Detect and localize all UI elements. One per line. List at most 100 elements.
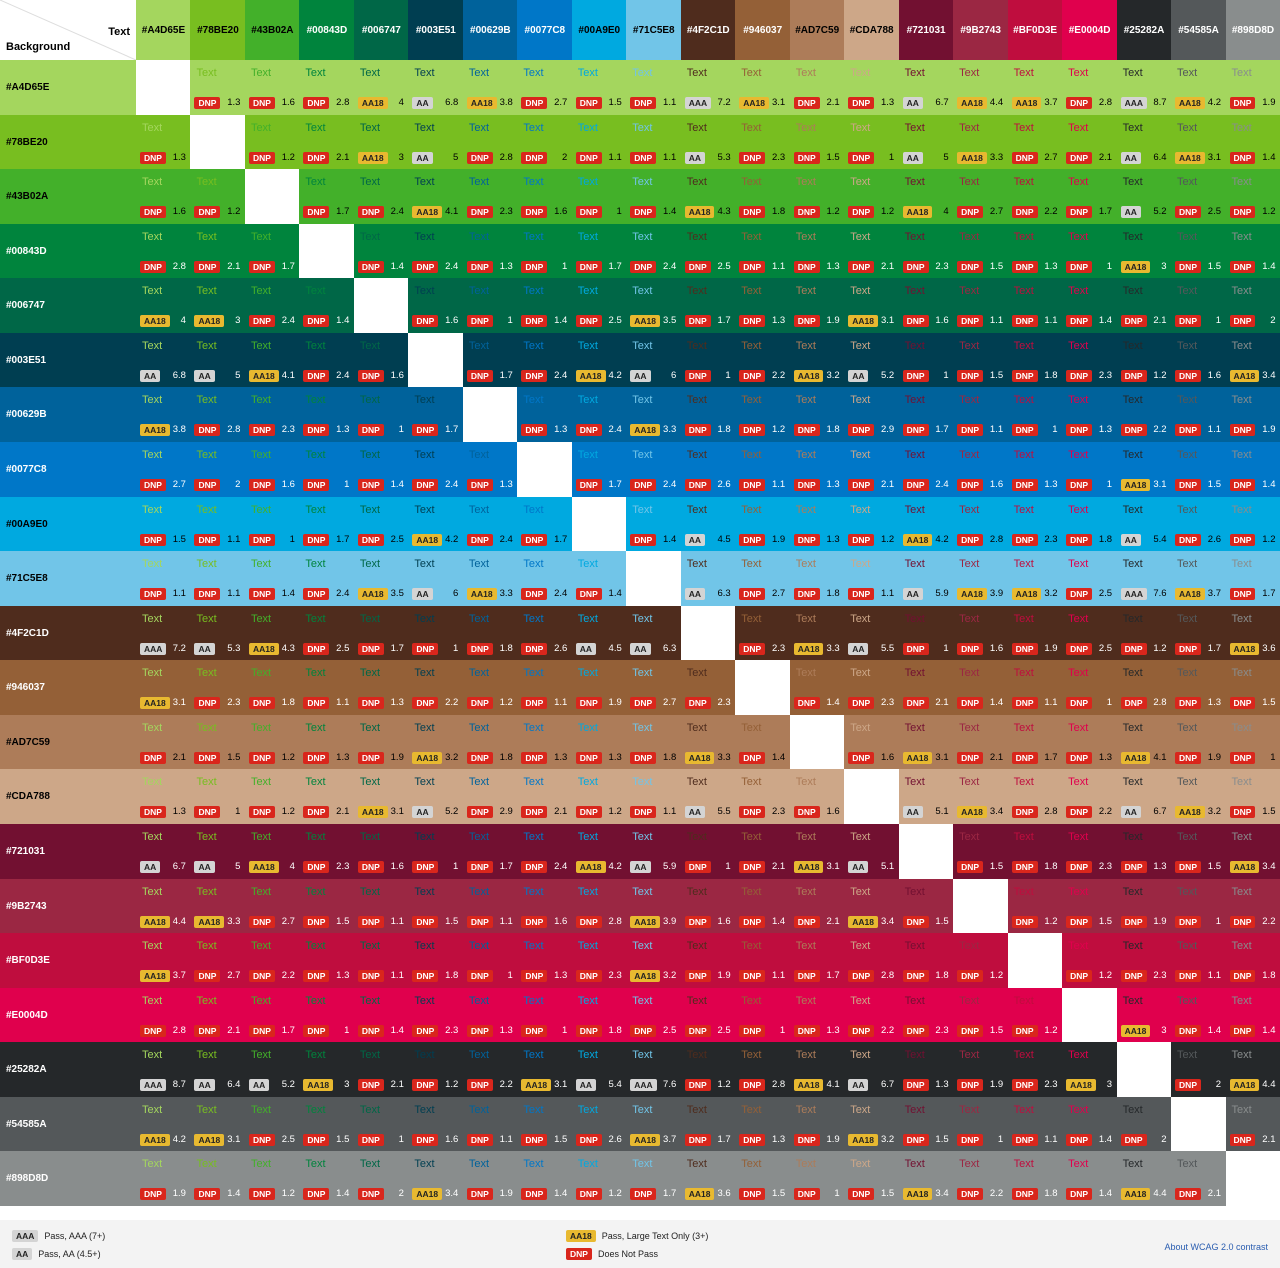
sample-text: Text xyxy=(250,285,272,298)
contrast-ratio: 1.8 xyxy=(1044,1188,1058,1200)
contrast-ratio: 2 xyxy=(398,1188,404,1200)
column-header: #006747 xyxy=(353,0,409,60)
sample-text: Text xyxy=(142,612,163,625)
sample-text: Text xyxy=(904,940,925,953)
contrast-ratio: 2.3 xyxy=(608,970,622,982)
sample-text: Text xyxy=(468,230,490,243)
sample-text: Text xyxy=(305,940,326,953)
contrast-ratio: 3.1 xyxy=(554,1079,568,1091)
contrast-cell: Text DNP 1.5 xyxy=(299,878,355,934)
contrast-ratio: 1.4 xyxy=(1262,479,1276,491)
sample-text: Text xyxy=(1231,121,1252,134)
contrast-cell: Text DNP 1.3 xyxy=(136,769,191,825)
sample-text: Text xyxy=(1177,558,1198,571)
rating-badge: AA xyxy=(1120,206,1141,219)
sample-text: Text xyxy=(359,721,381,734)
contrast-ratio: 7.6 xyxy=(1153,588,1167,600)
contrast-ratio: 6.4 xyxy=(227,1079,241,1091)
contrast-ratio: 1.8 xyxy=(499,642,513,654)
contrast-ratio: 6.7 xyxy=(880,1079,895,1091)
sample-text: Text xyxy=(1177,612,1198,625)
contrast-ratio: 1.3 xyxy=(1153,861,1167,873)
contrast-cell: Text AA18 3.4 xyxy=(408,1151,464,1207)
contrast-cell: Text DNP 2.8 xyxy=(462,114,518,170)
rating-badge: DNP xyxy=(521,97,548,110)
contrast-cell: Text AAA 8.7 xyxy=(136,1042,191,1098)
rating-badge: DNP xyxy=(303,806,330,819)
contrast-ratio: 4 xyxy=(180,315,186,327)
contrast-ratio: 1 xyxy=(725,369,731,381)
contrast-cell: Text DNP 2.4 xyxy=(299,332,355,388)
contrast-ratio: 1.3 xyxy=(826,1024,840,1036)
row-header: #9B2743 xyxy=(0,878,136,934)
rating-badge: AA xyxy=(194,861,215,874)
contrast-ratio: 2.1 xyxy=(880,260,895,272)
contrast-cell: Text DNP 1.9 xyxy=(789,1096,845,1152)
contrast-ratio: 4 xyxy=(289,861,295,873)
contrast-ratio: 3 xyxy=(344,1079,350,1091)
rating-badge: DNP xyxy=(630,151,657,164)
contrast-ratio: 1.2 xyxy=(445,1079,459,1091)
sample-text: Text xyxy=(1068,121,1089,134)
contrast-cell: Text DNP 2.3 xyxy=(1062,332,1118,388)
about-wcag-link[interactable]: About WCAG 2.0 contrast xyxy=(1164,1242,1268,1252)
contrast-cell: Text DNP 1.4 xyxy=(190,1151,246,1207)
contrast-ratio: 2.4 xyxy=(935,479,949,491)
contrast-ratio: 5.5 xyxy=(880,642,895,654)
column-header: #00A9E0 xyxy=(571,0,627,60)
contrast-ratio: 3.9 xyxy=(663,915,677,927)
sample-text: Text xyxy=(959,394,980,407)
rating-badge: DNP xyxy=(521,151,548,164)
contrast-ratio: 1.3 xyxy=(880,97,895,109)
sample-text: Text xyxy=(904,230,925,243)
sample-text: Text xyxy=(468,940,490,953)
sample-text: Text xyxy=(1068,67,1089,79)
rating-badge: DNP xyxy=(739,1079,766,1092)
sample-text: Text xyxy=(1177,67,1198,79)
sample-text: Text xyxy=(904,449,925,461)
contrast-cell: Text AA 6.8 xyxy=(136,332,191,388)
rating-badge: DNP xyxy=(630,806,657,819)
contrast-ratio: 1.3 xyxy=(826,260,840,272)
sample-text: Text xyxy=(196,612,217,625)
contrast-cell: Text AA18 3.8 xyxy=(462,60,518,116)
sample-text: Text xyxy=(142,1158,163,1171)
rating-badge: AA18 xyxy=(357,97,388,110)
contrast-cell: Text AA18 3.1 xyxy=(735,60,791,116)
contrast-ratio: 2.1 xyxy=(1207,1188,1222,1200)
contrast-ratio: 3.1 xyxy=(172,697,186,709)
sample-text: Text xyxy=(196,940,217,953)
contrast-cell: Text DNP 1.3 xyxy=(462,223,518,279)
contrast-cell: Text DNP 2.3 xyxy=(735,114,791,170)
contrast-cell: Text AA 6.3 xyxy=(626,605,682,661)
contrast-ratio: 2.3 xyxy=(445,1024,459,1036)
rating-badge: AA18 xyxy=(1175,151,1205,164)
contrast-cell: Text DNP 2.3 xyxy=(898,223,954,279)
contrast-cell: Text DNP 1.5 xyxy=(1171,824,1227,880)
sample-text: Text xyxy=(904,612,925,625)
sample-text: Text xyxy=(686,667,707,680)
contrast-cell: Text DNP 1.5 xyxy=(517,1096,573,1152)
contrast-cell: Text AA18 3.8 xyxy=(136,387,191,443)
rating-badge: DNP xyxy=(575,751,602,764)
legend-badge-aa18: AA18 xyxy=(566,1230,596,1242)
rating-badge: AA18 xyxy=(1120,1188,1151,1201)
contrast-ratio: 4.2 xyxy=(172,1133,186,1145)
contrast-cell: Text DNP 1.4 xyxy=(1062,1096,1118,1152)
rating-badge: AAA xyxy=(140,642,167,655)
sample-text: Text xyxy=(632,612,653,625)
rating-badge: DNP xyxy=(1011,1024,1038,1037)
sample-text: Text xyxy=(1013,1158,1034,1171)
sample-text: Text xyxy=(632,776,653,789)
diagonal-empty-cell xyxy=(190,114,246,170)
rating-badge: DNP xyxy=(575,1188,602,1201)
corner-cell: Text Background xyxy=(0,0,136,60)
contrast-ratio: 1.2 xyxy=(1044,1024,1058,1036)
rating-badge: DNP xyxy=(684,697,711,710)
rating-badge: AA xyxy=(1120,151,1141,164)
contrast-cell: Text AA 5 xyxy=(190,332,246,388)
contrast-cell: Text DNP 1.8 xyxy=(1225,933,1280,989)
sample-text: Text xyxy=(1068,1103,1089,1116)
rating-badge: DNP xyxy=(303,97,330,110)
contrast-cell: Text DNP 1.7 xyxy=(898,387,954,443)
